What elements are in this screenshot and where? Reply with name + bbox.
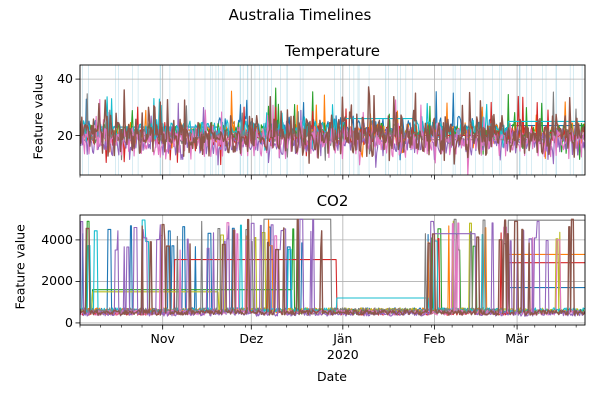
co2-series-line (80, 218, 585, 316)
temperature-panel (75, 64, 586, 180)
x-tick-label: Mär (505, 331, 529, 346)
x-tick-label: Nov (150, 331, 175, 346)
temperature-y-tick-label: 20 (57, 127, 73, 143)
x-axis-label: Date (317, 369, 347, 384)
temperature-series-group (80, 86, 585, 175)
temperature-y-tick-label: 40 (57, 71, 73, 87)
figure-title: Australia Timelines (228, 6, 372, 24)
temperature-chart-title: Temperature (284, 42, 381, 60)
co2-axes-frame (79, 214, 586, 326)
x-tick-year-label: 2020 (326, 347, 359, 362)
co2-chart-title: CO2 (316, 192, 349, 210)
temperature-series-line (80, 86, 585, 165)
co2-series-line (80, 218, 585, 314)
co2-panel (75, 214, 586, 330)
temperature-series-line (80, 98, 585, 175)
temperature-axes-frame (79, 64, 586, 176)
x-tick-label: Feb (423, 331, 446, 346)
co2-y-tick-label: 4000 (41, 231, 73, 247)
co2-y-tick-label: 0 (65, 314, 73, 330)
x-tick-label: Jän (333, 331, 353, 346)
x-tick-label: Dez (239, 331, 264, 346)
co2-series-line (80, 232, 585, 316)
co2-series-group (80, 218, 585, 317)
co2-y-tick-label: 2000 (41, 273, 73, 289)
